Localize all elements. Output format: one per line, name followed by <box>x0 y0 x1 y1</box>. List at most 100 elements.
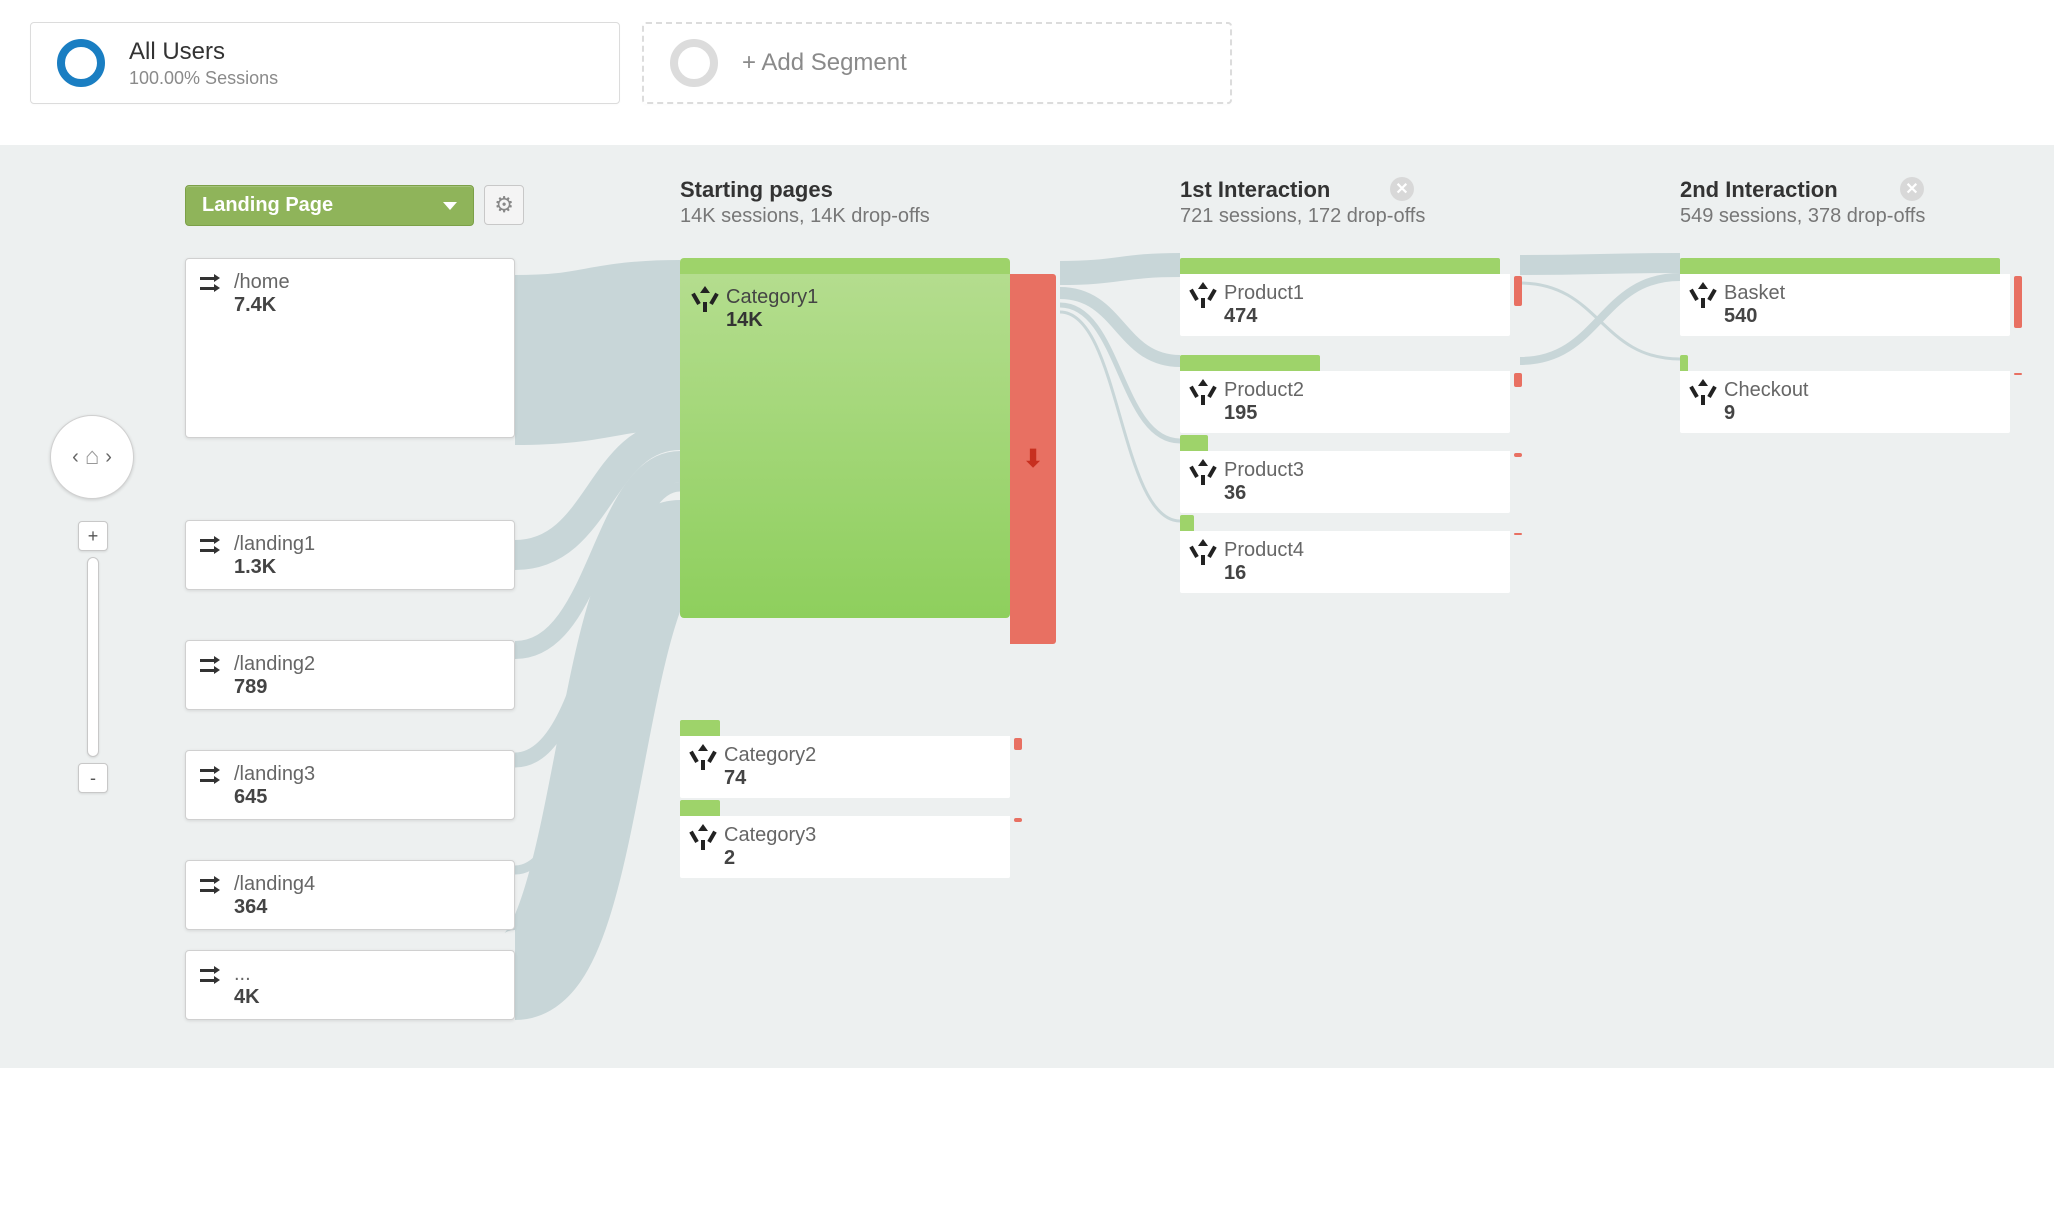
split-arrow-icon <box>200 875 224 899</box>
merge-arrow-icon <box>692 746 714 770</box>
node-value: 36 <box>1224 482 1304 505</box>
node-value: 14K <box>726 309 818 332</box>
dropoff-bar <box>1514 276 1522 306</box>
starting-node[interactable]: Category114K <box>680 258 1010 618</box>
add-segment-label: + Add Segment <box>742 49 907 77</box>
column-header-second: 2nd Interaction 549 sessions, 378 drop-o… <box>1680 177 1925 228</box>
merge-arrow-icon <box>692 826 714 850</box>
dimension-label: Landing Page <box>202 194 333 217</box>
node-value: 4K <box>234 986 260 1009</box>
segment-subtitle: 100.00% Sessions <box>129 68 278 89</box>
split-arrow-icon <box>200 965 224 989</box>
node-label: Basket <box>1724 282 1785 305</box>
node-label: /landing1 <box>234 533 315 556</box>
segment-all-users[interactable]: All Users 100.00% Sessions <box>30 22 620 104</box>
close-column-button[interactable]: ✕ <box>1390 177 1414 201</box>
col-sub: 721 sessions, 172 drop-offs <box>1180 205 1425 228</box>
node-value: 1.3K <box>234 556 315 579</box>
node-value: 195 <box>1224 402 1304 425</box>
landing-node[interactable]: /landing4364 <box>185 860 515 930</box>
dimension-dropdown[interactable]: Landing Page <box>185 185 474 226</box>
node-label: /home <box>234 271 290 294</box>
first-node[interactable]: Product2195 <box>1180 355 1510 433</box>
segment-circle-icon <box>57 39 105 87</box>
landing-node[interactable]: ...4K <box>185 950 515 1020</box>
merge-arrow-icon <box>694 288 716 312</box>
node-value: 16 <box>1224 562 1304 585</box>
arrow-down-icon: ⬇ <box>1023 445 1043 474</box>
first-node[interactable]: Product336 <box>1180 435 1510 513</box>
close-column-button[interactable]: ✕ <box>1900 177 1924 201</box>
split-arrow-icon <box>200 535 224 559</box>
dropoff-bar <box>1014 738 1022 750</box>
merge-arrow-icon <box>1692 381 1714 405</box>
node-label: Product1 <box>1224 282 1304 305</box>
merge-arrow-icon <box>1192 284 1214 308</box>
zoom-control: + - <box>78 521 108 799</box>
dropoff-bar <box>1014 818 1022 822</box>
landing-node[interactable]: /landing3645 <box>185 750 515 820</box>
chevron-right-icon[interactable]: › <box>105 446 112 469</box>
dropoff-bar <box>2014 276 2022 328</box>
node-label: /landing3 <box>234 763 315 786</box>
settings-button[interactable]: ⚙ <box>484 185 524 225</box>
segment-bar: All Users 100.00% Sessions + Add Segment <box>30 22 1232 104</box>
first-node[interactable]: Product416 <box>1180 515 1510 593</box>
column-header-first: 1st Interaction 721 sessions, 172 drop-o… <box>1180 177 1425 228</box>
node-value: 9 <box>1724 402 1809 425</box>
node-value: 474 <box>1224 305 1304 328</box>
node-value: 7.4K <box>234 294 290 317</box>
add-segment-button[interactable]: + Add Segment <box>642 22 1232 104</box>
column-header-starting: Starting pages 14K sessions, 14K drop-of… <box>680 177 930 228</box>
split-arrow-icon <box>200 273 224 297</box>
node-label: Category2 <box>724 744 816 767</box>
node-label: Product3 <box>1224 459 1304 482</box>
node-value: 645 <box>234 786 315 809</box>
dimension-controls: Landing Page ⚙ <box>185 185 524 226</box>
home-icon[interactable]: ⌂ <box>85 443 100 471</box>
node-label: /landing2 <box>234 653 315 676</box>
landing-node[interactable]: /home7.4K <box>185 258 515 438</box>
close-icon: ✕ <box>1395 179 1408 199</box>
node-label: Product2 <box>1224 379 1304 402</box>
split-arrow-icon <box>200 765 224 789</box>
zoom-out-button[interactable]: - <box>78 763 108 793</box>
dropoff-bar <box>1514 533 1522 535</box>
zoom-slider[interactable] <box>87 557 99 757</box>
merge-arrow-icon <box>1692 284 1714 308</box>
segment-title: All Users <box>129 38 278 66</box>
col-sub: 549 sessions, 378 drop-offs <box>1680 205 1925 228</box>
first-node[interactable]: Product1474 <box>1180 258 1510 336</box>
node-label: Category3 <box>724 824 816 847</box>
node-value: 789 <box>234 676 315 699</box>
dropoff-bar <box>2014 373 2022 375</box>
col-title: 1st Interaction <box>1180 177 1425 203</box>
flow-canvas: ‹ ⌂ › + - Landing Page ⚙ Starting pages … <box>0 145 2054 1068</box>
merge-arrow-icon <box>1192 541 1214 565</box>
col-title: Starting pages <box>680 177 930 203</box>
close-icon: ✕ <box>1905 179 1918 199</box>
node-value: 74 <box>724 767 816 790</box>
starting-node[interactable]: Category32 <box>680 800 1010 878</box>
segment-circle-placeholder-icon <box>670 39 718 87</box>
node-label: Product4 <box>1224 539 1304 562</box>
split-arrow-icon <box>200 655 224 679</box>
node-label: ... <box>234 963 260 986</box>
second-node[interactable]: Basket540 <box>1680 258 2010 336</box>
node-label: Category1 <box>726 286 818 309</box>
landing-node[interactable]: /landing11.3K <box>185 520 515 590</box>
second-node[interactable]: Checkout9 <box>1680 355 2010 433</box>
merge-arrow-icon <box>1192 461 1214 485</box>
nav-pan-control[interactable]: ‹ ⌂ › <box>50 415 134 499</box>
merge-arrow-icon <box>1192 381 1214 405</box>
landing-node[interactable]: /landing2789 <box>185 640 515 710</box>
node-value: 540 <box>1724 305 1785 328</box>
gear-icon: ⚙ <box>494 192 514 218</box>
node-label: /landing4 <box>234 873 315 896</box>
col-title: 2nd Interaction <box>1680 177 1925 203</box>
zoom-in-button[interactable]: + <box>78 521 108 551</box>
starting-node[interactable]: Category274 <box>680 720 1010 798</box>
dropoff-bar: ⬇ <box>1010 274 1056 644</box>
col-sub: 14K sessions, 14K drop-offs <box>680 205 930 228</box>
chevron-left-icon[interactable]: ‹ <box>72 446 79 469</box>
